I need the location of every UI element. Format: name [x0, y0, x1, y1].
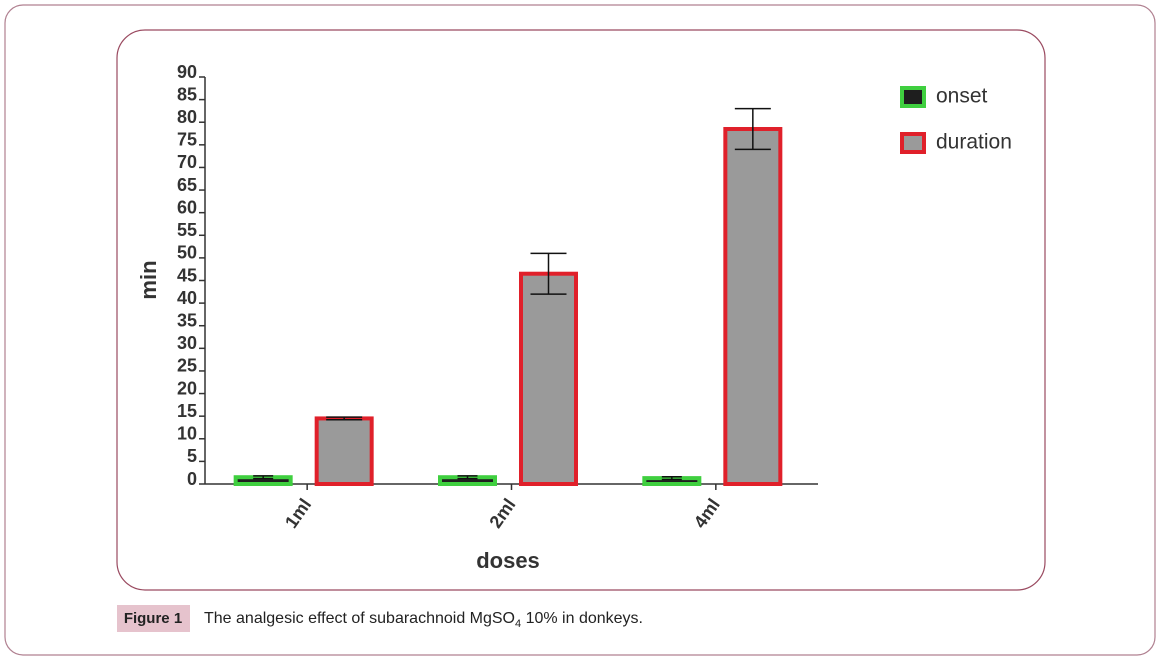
y-tick-label: 10 — [177, 424, 197, 444]
error-bar — [530, 252, 567, 295]
y-tick-label: 15 — [177, 401, 197, 421]
legend-label: onset — [936, 85, 988, 108]
legend-swatch — [900, 86, 926, 108]
caption-label-box — [117, 605, 190, 632]
bar — [314, 416, 374, 486]
x-axis-label: doses — [476, 548, 540, 573]
error-bar — [734, 107, 771, 151]
y-tick-label: 70 — [177, 152, 197, 172]
legend-swatch — [900, 132, 926, 154]
caption-subscript: 4 — [515, 618, 521, 630]
y-tick-label: 50 — [177, 243, 197, 263]
x-tick-label: 1ml — [281, 495, 315, 532]
error-bar — [457, 475, 478, 480]
error-bar — [326, 416, 363, 421]
y-tick-label: 30 — [177, 333, 197, 353]
error-bar — [661, 476, 682, 481]
chart-frame — [116, 29, 1046, 591]
y-tick-label: 40 — [177, 288, 197, 308]
y-tick-label: 80 — [177, 107, 197, 127]
y-tick-label: 75 — [177, 130, 197, 150]
y-tick-label: 60 — [177, 197, 197, 217]
error-bar — [253, 475, 274, 480]
caption-label: Figure 1 — [124, 610, 182, 627]
y-tick-label: 45 — [177, 265, 197, 285]
y-tick-label: 85 — [177, 84, 197, 104]
y-tick-label: 25 — [177, 356, 197, 376]
x-tick-label: 2ml — [485, 495, 519, 532]
y-tick-label: 5 — [187, 446, 197, 466]
y-tick-label: 90 — [177, 62, 197, 82]
legend-label: duration — [936, 131, 1012, 154]
y-tick-label: 35 — [177, 310, 197, 330]
y-tick-label: 55 — [177, 220, 197, 240]
y-tick-label: 20 — [177, 378, 197, 398]
bar — [519, 271, 578, 487]
bar — [723, 127, 783, 486]
caption-part: 10% in donkeys. — [521, 610, 643, 627]
caption-part: The analgesic effect of subarachnoid MgS… — [204, 610, 515, 627]
y-axis-label: min — [136, 260, 161, 299]
outer-frame — [4, 4, 1156, 656]
y-tick-label: 65 — [177, 175, 197, 195]
caption-text: The analgesic effect of subarachnoid MgS… — [204, 610, 643, 630]
x-tick-label: 4ml — [690, 495, 724, 532]
y-tick-label: 0 — [187, 469, 197, 489]
